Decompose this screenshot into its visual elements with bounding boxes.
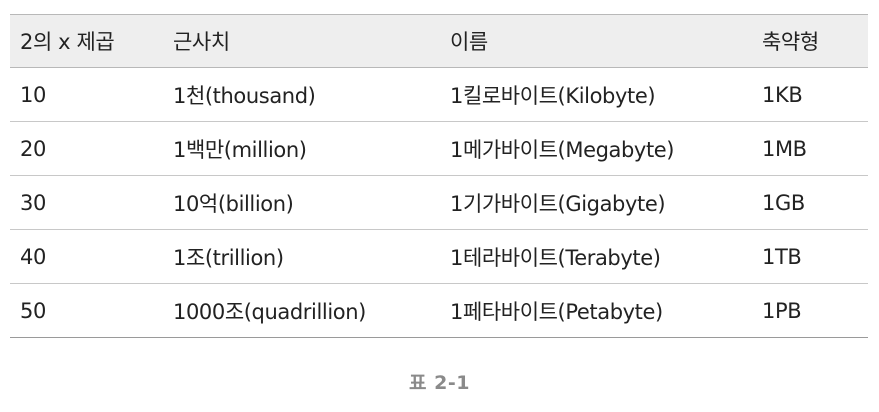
data-table-container: 2의 x 제곱 근사치 이름 축약형 10 1천(thousand) 1킬로바이… <box>10 14 868 338</box>
cell-exponent: 50 <box>20 298 46 323</box>
cell-exponent: 10 <box>20 82 46 107</box>
cell-exponent: 30 <box>20 190 46 215</box>
cell-abbreviation: 1PB <box>762 298 802 323</box>
table-row: 10 1천(thousand) 1킬로바이트(Kilobyte) 1KB <box>10 68 868 122</box>
cell-approximation: 1백만(million) <box>173 137 307 162</box>
cell-approximation: 1조(trillion) <box>173 245 284 270</box>
header-approximation: 근사치 <box>173 30 230 54</box>
table-row: 40 1조(trillion) 1테라바이트(Terabyte) 1TB <box>10 230 868 284</box>
cell-abbreviation: 1GB <box>762 190 805 215</box>
cell-approximation: 1000조(quadrillion) <box>173 299 366 324</box>
cell-name: 1기가바이트(Gigabyte) <box>450 191 666 216</box>
table-row: 30 10억(billion) 1기가바이트(Gigabyte) 1GB <box>10 176 868 230</box>
table-row: 50 1000조(quadrillion) 1페타바이트(Petabyte) 1… <box>10 284 868 338</box>
cell-name: 1페타바이트(Petabyte) <box>450 299 663 324</box>
cell-name: 1메가바이트(Megabyte) <box>450 137 675 162</box>
cell-approximation: 1천(thousand) <box>173 83 316 108</box>
cell-abbreviation: 1MB <box>762 136 807 161</box>
table-header: 2의 x 제곱 근사치 이름 축약형 <box>10 14 868 68</box>
table-body: 10 1천(thousand) 1킬로바이트(Kilobyte) 1KB 20 … <box>10 68 868 338</box>
header-exponent: 2의 x 제곱 <box>20 30 115 54</box>
cell-abbreviation: 1KB <box>762 82 803 107</box>
header-name: 이름 <box>450 30 488 54</box>
cell-abbreviation: 1TB <box>762 244 802 269</box>
cell-exponent: 20 <box>20 136 46 161</box>
cell-name: 1킬로바이트(Kilobyte) <box>450 83 656 108</box>
cell-name: 1테라바이트(Terabyte) <box>450 245 661 270</box>
power-of-two-table: 2의 x 제곱 근사치 이름 축약형 10 1천(thousand) 1킬로바이… <box>10 14 868 338</box>
cell-exponent: 40 <box>20 244 46 269</box>
table-row: 20 1백만(million) 1메가바이트(Megabyte) 1MB <box>10 122 868 176</box>
header-abbreviation: 축약형 <box>762 30 819 54</box>
cell-approximation: 10억(billion) <box>173 191 294 216</box>
table-caption: 표 2-1 <box>409 372 470 394</box>
header-row: 2의 x 제곱 근사치 이름 축약형 <box>10 14 868 68</box>
